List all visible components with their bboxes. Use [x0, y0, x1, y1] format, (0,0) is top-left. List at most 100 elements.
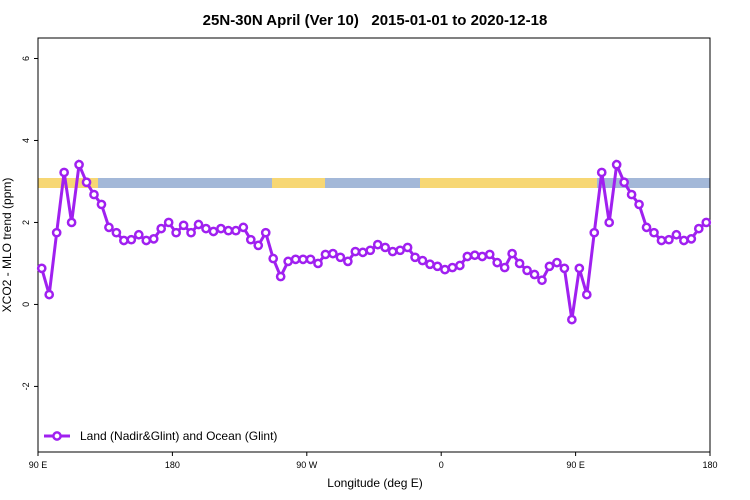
- data-point: [111, 227, 122, 238]
- data-point: [477, 251, 488, 262]
- data-point: [693, 223, 704, 234]
- data-point: [89, 189, 99, 200]
- data-point: [193, 219, 204, 230]
- data-point: [36, 263, 47, 274]
- data-point: [447, 262, 458, 273]
- y-tick-label: -2: [21, 382, 31, 390]
- data-point: [581, 289, 592, 300]
- data-point: [686, 234, 697, 244]
- data-point: [589, 227, 600, 238]
- data-point: [59, 167, 69, 178]
- y-tick-label: 2: [21, 220, 31, 225]
- data-point: [574, 263, 585, 274]
- data-point: [462, 251, 473, 262]
- data-point: [507, 248, 517, 259]
- ocean-band: [38, 178, 710, 188]
- data-point: [51, 227, 62, 238]
- data-point: [208, 226, 219, 237]
- data-point: [514, 258, 525, 269]
- data-point: [178, 220, 189, 231]
- land-band: [420, 178, 597, 188]
- data-point: [335, 252, 346, 263]
- data-point: [163, 217, 174, 228]
- chart-title: 25N-30N April (Ver 10) 2015-01-01 to 202…: [203, 12, 548, 29]
- data-point: [499, 262, 510, 273]
- data-point: [119, 235, 129, 246]
- data-point: [380, 242, 391, 253]
- legend-marker: [52, 431, 62, 441]
- legend-label: Land (Nadir&Glint) and Ocean (Glint): [80, 429, 277, 443]
- y-tick-label: 0: [21, 302, 31, 307]
- data-point: [387, 246, 398, 257]
- data-point: [634, 199, 644, 210]
- data-point: [305, 254, 316, 265]
- data-point: [656, 235, 667, 246]
- land-band: [38, 178, 98, 188]
- x-tick-label: 180: [165, 460, 180, 470]
- data-point: [455, 260, 465, 271]
- data-point: [66, 217, 77, 228]
- data-point: [126, 234, 137, 245]
- data-point: [133, 229, 144, 240]
- data-point: [395, 245, 405, 256]
- data-point: [604, 217, 615, 228]
- data-point: [44, 289, 55, 300]
- x-tick-label: 0: [439, 460, 444, 470]
- data-point: [619, 177, 629, 188]
- data-point: [268, 253, 279, 264]
- data-point: [186, 227, 196, 238]
- data-point: [365, 245, 376, 256]
- data-point: [410, 252, 420, 263]
- data-point: [417, 255, 428, 266]
- data-point: [253, 240, 264, 251]
- data-point: [522, 265, 532, 276]
- data-point: [529, 269, 540, 280]
- data-point: [313, 258, 323, 269]
- data-point: [432, 261, 443, 272]
- data-point: [544, 261, 555, 272]
- data-point: [81, 177, 92, 188]
- data-point: [484, 249, 495, 260]
- data-point: [275, 271, 286, 282]
- land-ocean-band: [38, 178, 710, 188]
- data-point: [238, 222, 249, 233]
- x-tick-label: 180: [702, 460, 717, 470]
- data-point: [402, 242, 413, 253]
- data-point: [372, 239, 383, 250]
- data-point: [104, 222, 114, 233]
- data-point: [641, 222, 652, 233]
- y-tick-label: 4: [21, 138, 31, 143]
- x-tick-label: 90 W: [296, 460, 318, 470]
- data-point: [425, 259, 435, 270]
- data-point: [245, 234, 256, 245]
- y-tick-label: 6: [21, 56, 31, 61]
- data-point: [350, 246, 361, 257]
- data-point: [343, 256, 353, 267]
- x-axis-title: Longitude (deg E): [327, 476, 422, 490]
- data-point: [611, 159, 622, 170]
- data-point: [664, 234, 674, 245]
- data-point: [567, 314, 577, 325]
- data-point: [440, 264, 450, 275]
- data-point: [74, 159, 84, 170]
- data-point: [596, 167, 607, 178]
- data-point: [96, 199, 107, 210]
- data-point: [320, 249, 331, 260]
- data-point: [290, 254, 301, 265]
- data-point: [283, 256, 293, 267]
- data-point: [671, 229, 682, 240]
- data-point: [231, 225, 241, 236]
- data-point: [171, 227, 181, 238]
- data-point: [156, 223, 167, 234]
- data-point: [679, 235, 689, 246]
- data-point: [201, 223, 211, 234]
- data-point: [260, 227, 271, 238]
- data-point: [701, 217, 712, 228]
- data-point: [298, 254, 308, 265]
- data-point: [492, 257, 503, 268]
- data-point: [141, 235, 152, 246]
- data-point: [537, 275, 547, 286]
- data-point: [328, 248, 338, 259]
- x-tick-label: 90 E: [566, 460, 585, 470]
